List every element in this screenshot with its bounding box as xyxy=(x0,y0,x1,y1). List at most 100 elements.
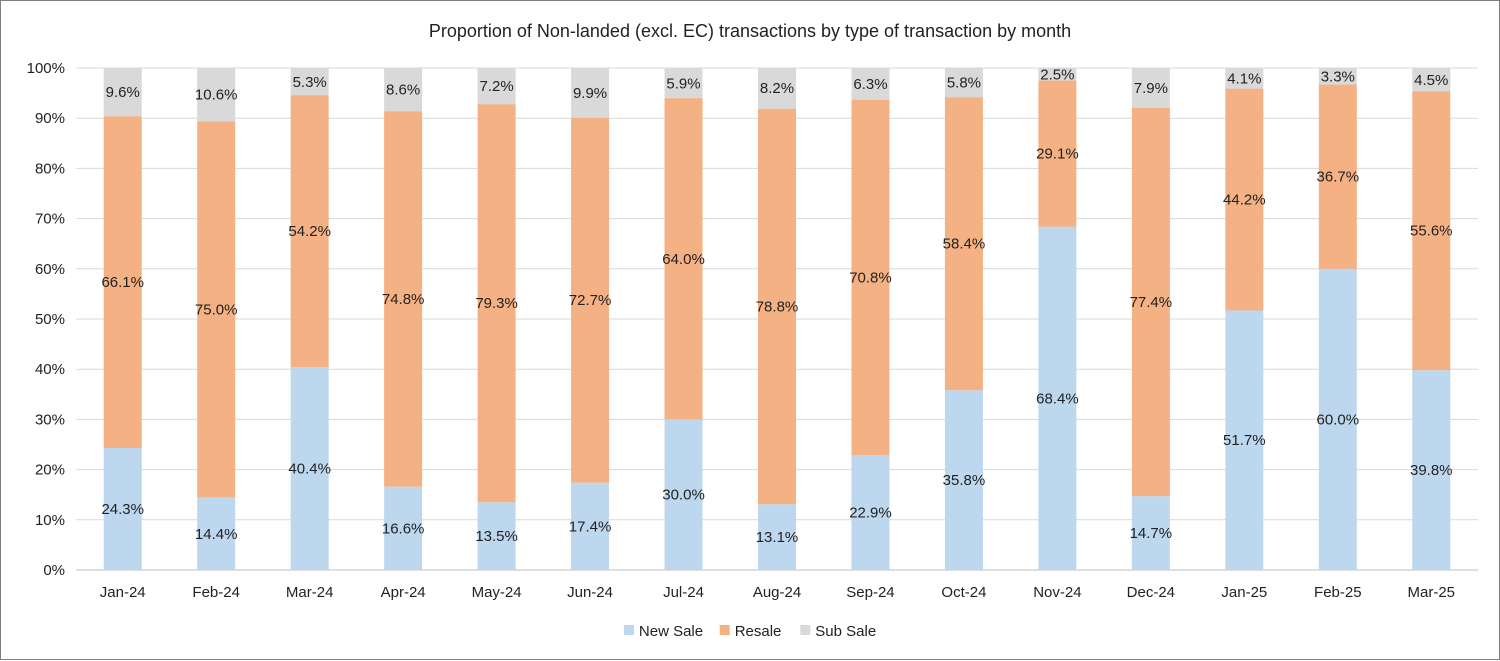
data-label: 16.6% xyxy=(382,520,425,537)
data-label: 51.7% xyxy=(1223,432,1266,449)
bar-sub-sale xyxy=(384,68,423,112)
x-tick-label: May-24 xyxy=(472,584,522,601)
y-tick-label: 50% xyxy=(35,311,65,328)
data-label: 9.9% xyxy=(573,85,607,102)
bar-new-sale xyxy=(290,367,329,570)
bar-new-sale xyxy=(1038,226,1077,570)
y-tick-label: 10% xyxy=(35,512,65,529)
data-label: 5.9% xyxy=(666,75,700,92)
data-label: 7.9% xyxy=(1134,80,1168,97)
bar-new-sale xyxy=(1412,370,1451,570)
data-label: 72.7% xyxy=(569,292,612,309)
data-label: 68.4% xyxy=(1036,390,1079,407)
legend-label: Sub Sale xyxy=(815,623,876,640)
data-label: 5.3% xyxy=(293,74,327,91)
data-label: 78.8% xyxy=(756,298,799,315)
bar-resale xyxy=(571,117,610,483)
data-label: 3.3% xyxy=(1321,68,1355,85)
bar-new-sale xyxy=(571,482,610,570)
bar-new-sale xyxy=(851,455,890,570)
bar-resale xyxy=(1412,91,1451,371)
bar-resale xyxy=(1318,84,1357,269)
bar-new-sale xyxy=(1318,268,1357,570)
bar-sub-sale xyxy=(571,68,610,118)
data-label: 58.4% xyxy=(943,236,986,253)
bar-resale xyxy=(290,95,329,368)
data-label: 10.6% xyxy=(195,87,238,104)
data-label: 13.1% xyxy=(756,529,799,546)
data-labels: 24.3% 66.1% 9.6% 14.4% 75.0% 10.6% 40.4% 54.2% 5… xyxy=(101,66,1452,546)
data-label: 30.0% xyxy=(662,487,705,504)
bar-resale xyxy=(103,116,142,449)
bar-new-sale xyxy=(197,497,236,570)
data-label: 8.6% xyxy=(386,82,420,99)
bar-sub-sale xyxy=(1038,68,1077,81)
y-tick-label: 70% xyxy=(35,211,65,228)
bars xyxy=(103,67,1451,570)
legend: New Sale Resale Sub Sale xyxy=(623,623,876,640)
data-label: 13.5% xyxy=(475,528,518,545)
data-label: 74.8% xyxy=(382,291,425,308)
y-axis-ticks: 0% 10% 20% 30% 40% 50% 60% 70% 80% 90% 100% xyxy=(27,60,65,579)
data-label: 24.3% xyxy=(101,501,144,518)
data-label: 36.7% xyxy=(1317,169,1360,186)
bar-resale xyxy=(851,99,890,456)
bar-sub-sale xyxy=(1131,68,1170,108)
bar-resale xyxy=(1038,80,1077,227)
data-label: 79.3% xyxy=(475,295,518,312)
bar-sub-sale xyxy=(944,68,983,98)
x-tick-label: Jan-25 xyxy=(1221,584,1267,601)
data-label: 7.2% xyxy=(479,78,513,95)
bar-new-sale xyxy=(384,486,423,570)
bar-new-sale xyxy=(103,448,142,570)
data-label: 35.8% xyxy=(943,472,986,489)
y-tick-label: 100% xyxy=(27,60,65,77)
bar-resale xyxy=(197,121,236,498)
data-label: 8.2% xyxy=(760,80,794,97)
x-tick-label: Nov-24 xyxy=(1033,584,1081,601)
bar-resale xyxy=(384,111,423,487)
x-tick-label: Apr-24 xyxy=(381,584,426,601)
data-label: 2.5% xyxy=(1040,66,1074,83)
data-label: 75.0% xyxy=(195,301,238,318)
bar-sub-sale xyxy=(103,68,142,117)
y-tick-label: 30% xyxy=(35,411,65,428)
data-label: 55.6% xyxy=(1410,223,1453,240)
bar-new-sale xyxy=(477,502,516,570)
bar-sub-sale xyxy=(1412,68,1451,92)
y-tick-label: 40% xyxy=(35,361,65,378)
bar-sub-sale xyxy=(664,68,703,99)
data-label: 22.9% xyxy=(849,505,892,522)
x-axis-ticks: Jan-24 Feb-24 Mar-24 Apr-24 May-24 Jun-24 Jul-… xyxy=(100,584,1455,601)
bar-sub-sale xyxy=(758,67,796,109)
y-tick-label: 20% xyxy=(35,462,65,479)
data-label: 54.2% xyxy=(288,223,331,240)
x-tick-label: Oct-24 xyxy=(941,584,986,601)
bar-resale xyxy=(1131,107,1170,497)
legend-swatch xyxy=(623,625,634,635)
data-label: 40.4% xyxy=(288,461,331,478)
bar-resale xyxy=(944,97,983,391)
bar-new-sale xyxy=(758,504,796,570)
data-label: 66.1% xyxy=(101,274,144,291)
bar-new-sale xyxy=(1131,496,1170,570)
x-tick-label: Jun-24 xyxy=(567,584,613,601)
y-tick-label: 60% xyxy=(35,261,65,278)
bar-new-sale xyxy=(944,390,983,570)
y-tick-label: 90% xyxy=(35,110,65,127)
data-label: 64.0% xyxy=(662,251,705,268)
x-tick-label: Feb-24 xyxy=(192,584,240,601)
data-label: 17.4% xyxy=(569,518,612,535)
x-tick-label: Mar-24 xyxy=(286,584,334,601)
x-tick-label: Feb-25 xyxy=(1314,584,1362,601)
data-label: 60.0% xyxy=(1317,411,1360,428)
x-tick-label: Mar-25 xyxy=(1408,584,1456,601)
data-label: 9.6% xyxy=(106,84,140,101)
data-label: 14.4% xyxy=(195,526,238,543)
data-label: 6.3% xyxy=(853,76,887,93)
legend-swatch xyxy=(800,625,811,635)
bar-sub-sale xyxy=(290,68,329,96)
data-label: 70.8% xyxy=(849,269,892,286)
